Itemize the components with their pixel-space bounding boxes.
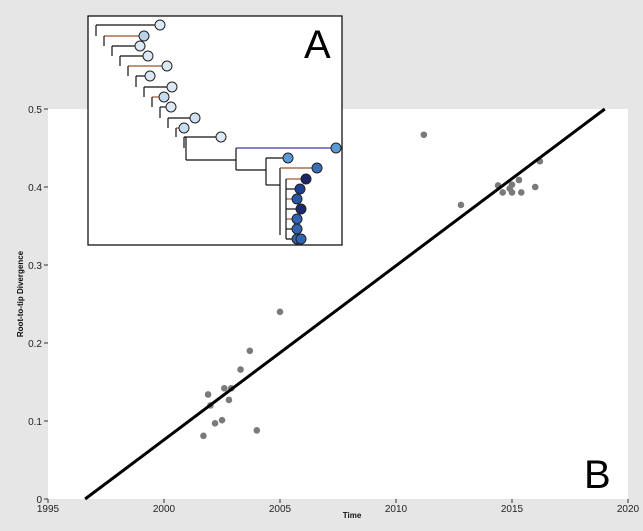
x-tick-label: 2015 xyxy=(501,504,524,515)
x-tick-label: 2005 xyxy=(269,504,292,515)
data-point xyxy=(204,391,212,398)
x-tick-label: 2000 xyxy=(153,504,176,515)
tree-tip-node xyxy=(330,142,342,154)
y-axis-title: Root-to-tip Divergence xyxy=(16,250,25,337)
tree-tip-node xyxy=(291,193,303,205)
x-tick-label: 2020 xyxy=(617,504,640,515)
tree-tip-node xyxy=(142,50,154,62)
tree-tip-node xyxy=(294,183,306,195)
data-point xyxy=(246,347,254,355)
tree-tip-node xyxy=(300,173,312,185)
tree-tip-node xyxy=(215,131,227,143)
tree-tip-node xyxy=(295,233,307,245)
data-point xyxy=(253,427,261,434)
data-point xyxy=(237,366,244,373)
x-tick-label: 1995 xyxy=(37,504,60,515)
data-point xyxy=(211,420,219,427)
data-point xyxy=(517,189,525,196)
data-point xyxy=(508,181,516,188)
tree-tip-node xyxy=(134,40,146,52)
tree-tip-node xyxy=(166,81,178,93)
data-point xyxy=(420,131,428,139)
tree-tip-node xyxy=(189,112,201,124)
data-point xyxy=(218,416,226,424)
tree-tip-node xyxy=(161,60,173,72)
data-point xyxy=(499,189,507,196)
data-point xyxy=(515,176,523,184)
y-tick-label: 0 xyxy=(36,495,42,506)
x-axis-title: Time xyxy=(343,511,362,520)
tree-tip-node xyxy=(291,213,303,225)
tree-tip-node xyxy=(158,91,170,103)
panel-label-b: B xyxy=(584,453,611,497)
y-tick-label: 0.4 xyxy=(28,183,42,194)
tree-tip-node xyxy=(138,30,150,42)
tree-tip-node xyxy=(291,223,303,235)
tree-tip-node xyxy=(295,203,307,215)
y-tick-label: 0.3 xyxy=(28,261,42,272)
data-point xyxy=(221,384,228,392)
tree-tip-node xyxy=(154,19,166,31)
data-point xyxy=(200,432,207,440)
data-point xyxy=(531,183,539,191)
tree-tip-node xyxy=(178,122,190,134)
panel-label-a: A xyxy=(304,23,331,67)
data-point xyxy=(508,189,516,196)
regression-line xyxy=(84,107,606,501)
y-tick-label: 0.1 xyxy=(28,417,42,428)
inset-tree-panel: A xyxy=(87,15,343,246)
tree-tip-node xyxy=(144,70,156,82)
y-tick-label: 0.5 xyxy=(28,105,42,116)
x-tick-label: 2010 xyxy=(385,504,408,515)
y-tick-label: 0.2 xyxy=(28,339,42,350)
data-point xyxy=(276,308,284,316)
tree-tip-node xyxy=(282,152,294,164)
data-point xyxy=(457,201,465,209)
tree-tip-node xyxy=(311,162,323,174)
tree-tip-node xyxy=(165,101,177,113)
data-point xyxy=(225,396,233,404)
